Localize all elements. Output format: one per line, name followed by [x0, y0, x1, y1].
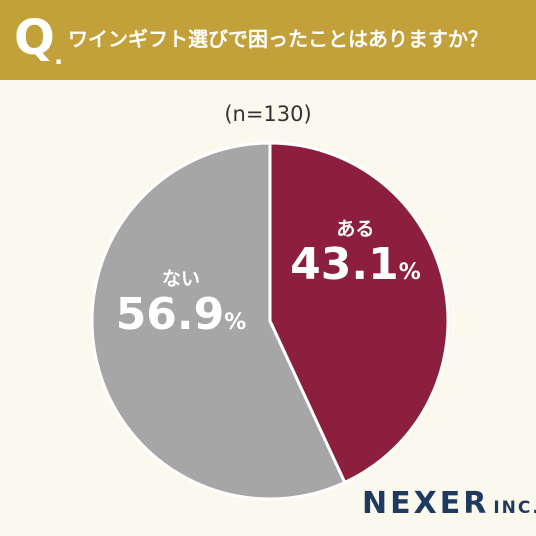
slice-label-aru: ある 43.1%	[290, 217, 421, 297]
q-dot: .	[54, 42, 64, 70]
slice-value-nai: 56.9	[115, 289, 225, 341]
q-letter: Q	[14, 10, 55, 66]
slice-percent-aru: 43.1%	[290, 241, 421, 297]
slice-name-aru: ある	[336, 218, 375, 241]
slice-percent-nai: 56.9%	[116, 291, 247, 347]
pie-slice-nai	[90, 141, 347, 501]
slice-unit-nai: %	[224, 310, 247, 336]
question-header: Q . ワインギフト選びで困ったことはありますか？	[0, 0, 536, 80]
slice-label-nai: ない 56.9%	[116, 267, 247, 347]
slice-name-nai: ない	[161, 268, 201, 291]
slice-value-aru: 43.1	[290, 239, 399, 291]
slice-unit-aru: %	[398, 260, 421, 286]
question-text: ワインギフト選びで困ったことはありますか？	[68, 27, 488, 51]
logo-suffix: INC.	[493, 498, 536, 518]
sample-size: (n=130)	[224, 102, 312, 126]
pie-slice-aru	[268, 141, 450, 485]
logo-brand: NEXER	[362, 486, 490, 521]
